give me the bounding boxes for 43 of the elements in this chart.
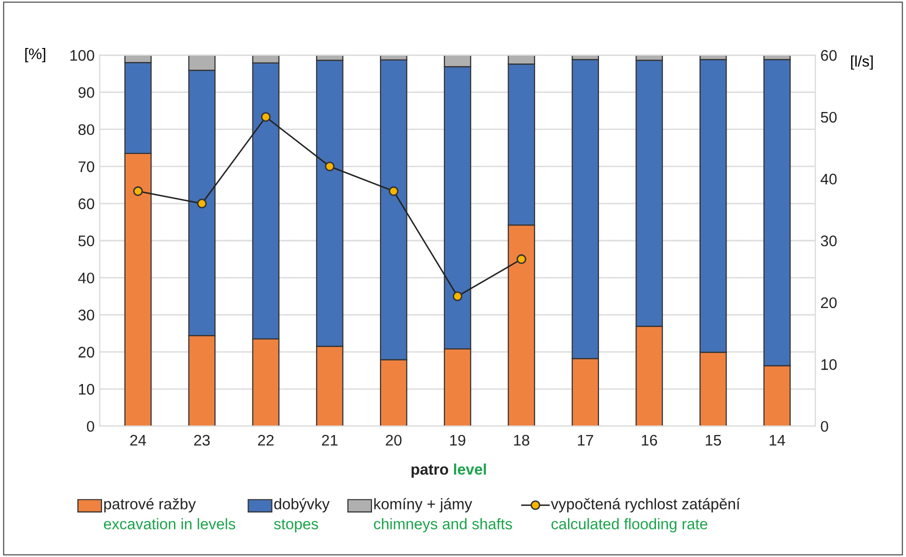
y-tick-label: 100 — [70, 50, 94, 61]
y-tick-label: 10 — [78, 384, 94, 395]
y-tick-label: 50 — [78, 235, 94, 246]
point — [452, 291, 462, 302]
x-tick-label: 14 — [770, 435, 786, 446]
y-tick-label: 90 — [78, 87, 94, 98]
y-axis-title: [%] — [25, 48, 46, 62]
y2-tick-label: 0 — [820, 420, 828, 432]
point — [133, 186, 143, 196]
x-tick-label: 19 — [450, 434, 466, 446]
legend-label: komíny + jámy chimneys and shafts — [374, 498, 512, 532]
y2-tick-label: 30 — [820, 235, 837, 246]
y-tick-label: 30 — [78, 310, 94, 321]
legend-label: vypočtená rychlost zatápění calculated flooding rate — [550, 498, 740, 532]
point — [324, 162, 335, 172]
y2-tick-label: 20 — [821, 297, 837, 308]
x-tick-label: 17 — [578, 435, 594, 446]
y-tick-label: 80 — [78, 124, 94, 136]
x-tick-label: 22 — [258, 434, 274, 446]
x-tick-label: 21 — [322, 434, 338, 446]
y2-tick-label: 60 — [821, 50, 837, 61]
y-tick-label: 20 — [78, 346, 94, 358]
point — [260, 112, 271, 122]
point — [516, 254, 526, 264]
y-tick-label: 40 — [78, 272, 94, 284]
legend-label: dobývky stopes — [274, 498, 330, 532]
x-tick-label: 18 — [514, 434, 530, 446]
point — [388, 186, 398, 196]
y-tick-label: 60 — [78, 198, 94, 210]
y2-axis-title: [l/s] — [851, 55, 873, 70]
x-tick-label: 24 — [130, 434, 146, 446]
x-tick-label: 20 — [386, 434, 402, 446]
legend-label: patrové ražby excavation in levels — [104, 498, 236, 530]
y2-tick-label: 10 — [821, 359, 837, 370]
x-tick-label: 23 — [194, 434, 210, 446]
x-tick-label: 16 — [642, 434, 658, 446]
y2-tick-label: 50 — [820, 112, 837, 123]
y2-tick-label: 40 — [820, 174, 837, 184]
y-tick-label: 0 — [86, 420, 94, 432]
x-tick-label: 15 — [706, 435, 722, 446]
point — [197, 198, 207, 208]
y-tick-label: 70 — [78, 161, 94, 172]
x-axis-title: patro level — [412, 464, 486, 478]
